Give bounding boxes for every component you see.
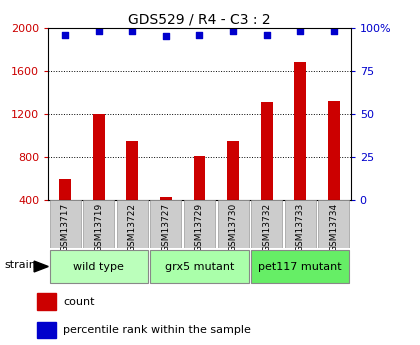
- FancyBboxPatch shape: [251, 250, 349, 283]
- Bar: [328, 101, 340, 200]
- Point: [62, 32, 68, 37]
- Text: grx5 mutant: grx5 mutant: [165, 262, 234, 272]
- Bar: [160, 197, 172, 200]
- Point: [196, 32, 203, 37]
- Text: wild type: wild type: [73, 262, 124, 272]
- FancyBboxPatch shape: [251, 200, 282, 248]
- Point: [163, 33, 169, 39]
- Text: GSM13730: GSM13730: [228, 203, 238, 252]
- Polygon shape: [34, 261, 48, 272]
- Bar: [93, 114, 105, 200]
- Bar: [59, 179, 71, 200]
- Text: GSM13719: GSM13719: [94, 203, 103, 252]
- FancyBboxPatch shape: [218, 200, 249, 248]
- Bar: [261, 102, 273, 200]
- Point: [297, 28, 304, 34]
- Text: GSM13717: GSM13717: [60, 203, 70, 252]
- Text: GSM13729: GSM13729: [195, 203, 204, 252]
- Text: strain: strain: [4, 260, 36, 270]
- Text: GSM13727: GSM13727: [161, 203, 171, 252]
- FancyBboxPatch shape: [150, 250, 249, 283]
- FancyBboxPatch shape: [83, 200, 114, 248]
- FancyBboxPatch shape: [117, 200, 148, 248]
- Text: GSM13732: GSM13732: [262, 203, 271, 252]
- Text: GSM13734: GSM13734: [329, 203, 339, 252]
- Text: GSM13722: GSM13722: [128, 203, 137, 252]
- FancyBboxPatch shape: [50, 250, 148, 283]
- Bar: [294, 62, 306, 200]
- Text: pet117 mutant: pet117 mutant: [258, 262, 342, 272]
- Text: percentile rank within the sample: percentile rank within the sample: [63, 325, 251, 335]
- FancyBboxPatch shape: [184, 200, 215, 248]
- Text: GSM13733: GSM13733: [296, 203, 305, 252]
- Bar: [37, 293, 56, 310]
- Point: [129, 28, 136, 34]
- Point: [263, 32, 270, 37]
- Title: GDS529 / R4 - C3 : 2: GDS529 / R4 - C3 : 2: [128, 12, 271, 27]
- Text: count: count: [63, 297, 95, 307]
- Point: [95, 28, 102, 34]
- FancyBboxPatch shape: [318, 200, 349, 248]
- Bar: [37, 322, 56, 338]
- Point: [331, 28, 337, 34]
- Bar: [126, 141, 138, 200]
- FancyBboxPatch shape: [150, 200, 181, 248]
- Bar: [227, 141, 239, 200]
- FancyBboxPatch shape: [285, 200, 316, 248]
- Point: [230, 28, 236, 34]
- Bar: [194, 156, 205, 200]
- FancyBboxPatch shape: [50, 200, 81, 248]
